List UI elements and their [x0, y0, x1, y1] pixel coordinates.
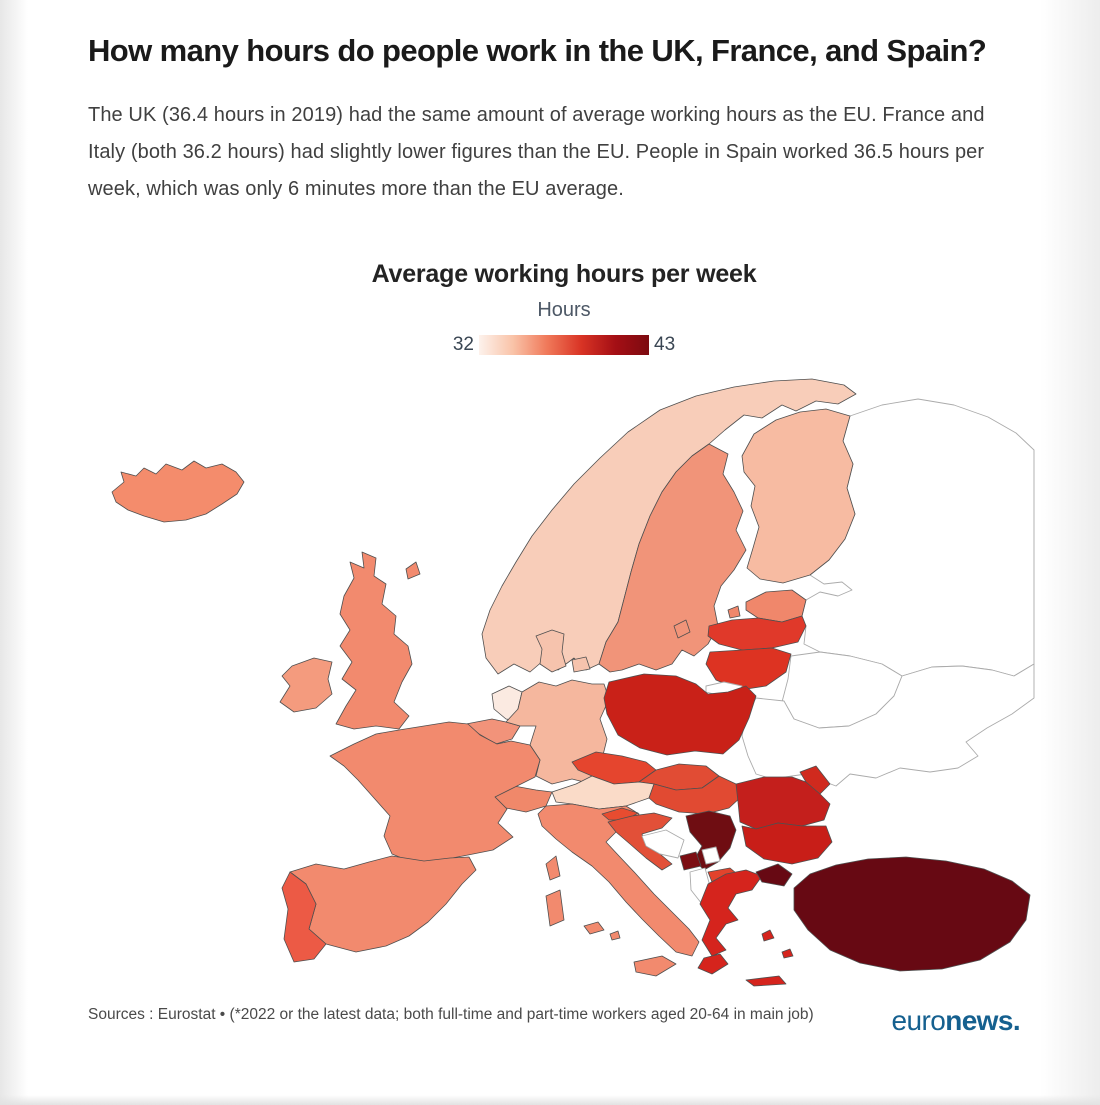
country-lithuania[interactable] [705, 647, 792, 690]
country-kosovo[interactable] [701, 846, 721, 864]
legend-gradient-bar [479, 334, 649, 355]
country-spain[interactable] [289, 855, 621, 952]
legend-max-tick: 43 [654, 333, 676, 355]
country-ireland[interactable] [279, 657, 333, 712]
euronews-logo-prefix: euro [891, 1004, 946, 1036]
country-poland[interactable] [603, 673, 757, 755]
legend-label: Hours [537, 298, 591, 321]
country-sweden[interactable] [598, 443, 747, 672]
page-edge-shadow-bottom [0, 1095, 1100, 1105]
country-iceland[interactable] [111, 460, 245, 522]
country-latvia[interactable] [707, 615, 807, 650]
country-romania[interactable] [735, 776, 831, 829]
country-finland[interactable] [741, 408, 856, 583]
europe-map[interactable] [88, 364, 1040, 989]
euronews-logo-suffix: news. [945, 1004, 1020, 1036]
country-portugal[interactable] [281, 871, 327, 962]
country-switzerland[interactable] [493, 785, 553, 812]
country-estonia[interactable] [727, 589, 807, 622]
country-denmark[interactable] [535, 629, 591, 672]
country-serbia[interactable] [685, 810, 737, 870]
country-montenegro[interactable] [679, 851, 702, 870]
country-turkey[interactable] [755, 856, 1031, 971]
country-moldova[interactable] [799, 765, 831, 794]
article: How many hours do people work in the UK,… [88, 33, 1040, 1037]
euronews-logo: euronews. [891, 1004, 1021, 1037]
country-bosnia[interactable] [641, 829, 685, 858]
country-greece[interactable] [697, 869, 794, 986]
country-hungary[interactable] [648, 775, 743, 814]
article-headline: How many hours do people work in the UK,… [88, 33, 987, 68]
color-legend: 32 43 [88, 334, 1040, 356]
chart-title: Average working hours per week [371, 259, 757, 288]
choropleth-chart: Average working hours per week Hours 32 … [88, 260, 1040, 989]
sources-text: Sources : Eurostat • (*2022 or the lates… [88, 1005, 814, 1023]
article-paragraph: The UK (36.4 hours in 2019) had the same… [88, 103, 985, 200]
country-united-kingdom[interactable] [335, 551, 421, 729]
legend-min-tick: 32 [452, 333, 474, 355]
country-france[interactable] [329, 721, 561, 880]
country-bulgaria[interactable] [741, 822, 833, 864]
chart-footer: Sources : Eurostat • (*2022 or the lates… [88, 1003, 1038, 1037]
